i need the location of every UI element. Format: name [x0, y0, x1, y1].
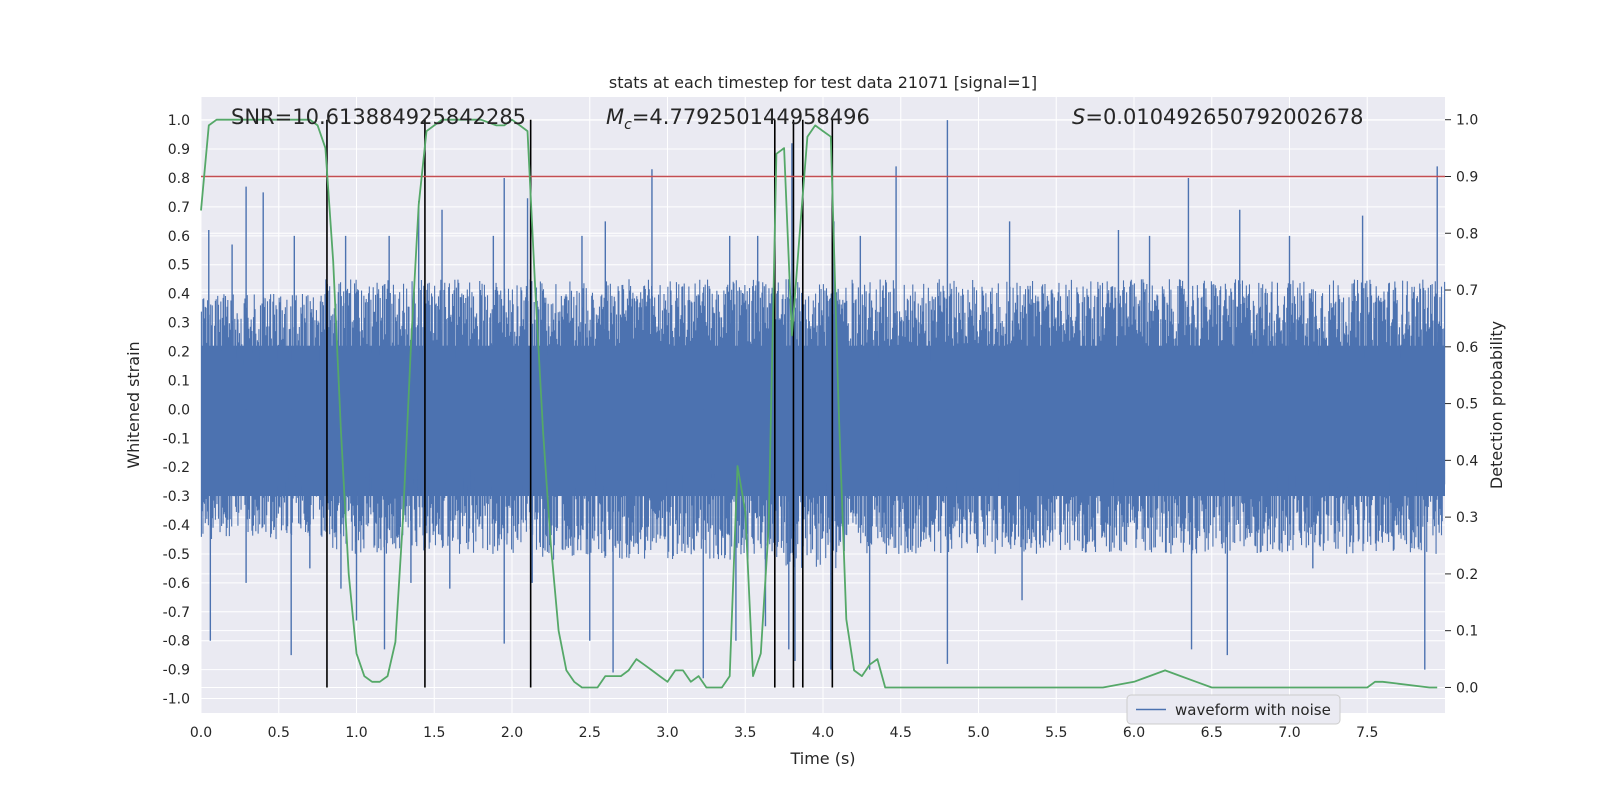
y-tick-label: 0.4 [168, 287, 190, 303]
y-right-tick-label: 0.1 [1456, 624, 1478, 640]
x-tick-label: 0.5 [268, 725, 290, 741]
y-tick-label: -0.4 [163, 518, 190, 534]
probability-line [200, 118, 1438, 689]
s-symbol: S [1072, 105, 1085, 129]
y-right-tick-label: 0.7 [1456, 283, 1478, 299]
y-tick-label: 0.6 [168, 229, 190, 245]
chirp-mass-symbol: M [606, 105, 624, 129]
y-right-tick-label: 0.4 [1456, 453, 1478, 469]
y-tick-label: -0.6 [163, 576, 190, 592]
x-tick-label: 7.0 [1278, 725, 1300, 741]
legend: waveform with noise [1126, 694, 1341, 725]
y-tick-label: 0.7 [168, 200, 190, 216]
snr-annotation: SNR=10.613884925842285 [231, 105, 526, 129]
y-tick-label: 0.1 [168, 373, 190, 389]
x-axis-label: Time (s) [789, 749, 855, 768]
y-axis-right-label: Detection probability [1487, 321, 1506, 489]
y-tick-label: 0.3 [168, 316, 190, 332]
y-right-tick-label: 0.6 [1456, 340, 1478, 356]
chirp-mass-value: =4.779250144958496 [632, 105, 870, 129]
x-tick-label: 3.5 [734, 725, 756, 741]
y-tick-label: 0.8 [168, 171, 190, 187]
x-tick-label: 0.0 [190, 725, 212, 741]
probability-series [200, 118, 1438, 689]
x-tick-label: 5.5 [1045, 725, 1067, 741]
y-right-tick-label: 0.3 [1456, 510, 1478, 526]
y-tick-label: 0.0 [168, 402, 190, 418]
y-tick-label: 0.9 [168, 142, 190, 158]
x-tick-label: 4.5 [890, 725, 912, 741]
chirp-mass-annotation: Mc=4.779250144958496 [606, 105, 870, 133]
x-tick-label: 4.0 [812, 725, 834, 741]
x-tick-label: 2.0 [501, 725, 523, 741]
x-tick-label: 2.5 [579, 725, 601, 741]
y-tick-label: -0.5 [163, 547, 190, 563]
y-tick-label: -0.9 [163, 663, 190, 679]
legend-label: waveform with noise [1175, 701, 1331, 719]
y-right-tick-label: 1.0 [1456, 113, 1478, 129]
chart-title: stats at each timestep for test data 210… [609, 73, 1037, 92]
legend-box [1126, 694, 1341, 725]
y-tick-label: -0.7 [163, 605, 190, 621]
x-tick-label: 6.5 [1201, 725, 1223, 741]
y-tick-label: 0.5 [168, 258, 190, 274]
x-tick-label: 1.0 [345, 725, 367, 741]
y-tick-label: -1.0 [163, 692, 190, 708]
y-tick-label: 0.2 [168, 344, 190, 360]
x-axis: 0.0 0.5 1.0 1.5 2.0 2.5 3.0 3.5 4.0 4.5 5.0 5.5 6.0 6… [190, 725, 1379, 741]
s-annotation: S=0.010492650792002678 [1072, 105, 1363, 129]
x-tick-label: 7.5 [1356, 725, 1378, 741]
y-axis-left: 1.0 0.9 0.8 0.7 0.6 0.5 0.4 0.3 0.2 0.1 0.0 -0.1 -0.… [163, 113, 190, 707]
y-tick-label: -0.1 [163, 431, 190, 447]
s-value: =0.010492650792002678 [1085, 105, 1363, 129]
y-tick-label: -0.2 [163, 460, 190, 476]
y-axis-right: 1.0 0.9 0.8 0.7 0.6 0.5 0.4 0.3 0.2 0.1 0.0 [1445, 113, 1478, 696]
y-right-tick-label: 0.5 [1456, 397, 1478, 413]
y-right-tick-label: 0.9 [1456, 169, 1478, 185]
y-tick-label: -0.3 [163, 489, 190, 505]
chirp-mass-subscript: c [624, 117, 632, 133]
y-right-tick-label: 0.8 [1456, 226, 1478, 242]
x-tick-label: 3.0 [656, 725, 678, 741]
y-tick-label: 1.0 [168, 113, 190, 129]
y-axis-label: Whitened strain [124, 341, 143, 468]
x-tick-label: 1.5 [423, 725, 445, 741]
y-tick-label: -0.8 [163, 634, 190, 650]
y-right-tick-label: 0.2 [1456, 567, 1478, 583]
x-tick-label: 6.0 [1123, 725, 1145, 741]
y-right-tick-label: 0.0 [1456, 680, 1478, 696]
x-tick-label: 5.0 [967, 725, 989, 741]
